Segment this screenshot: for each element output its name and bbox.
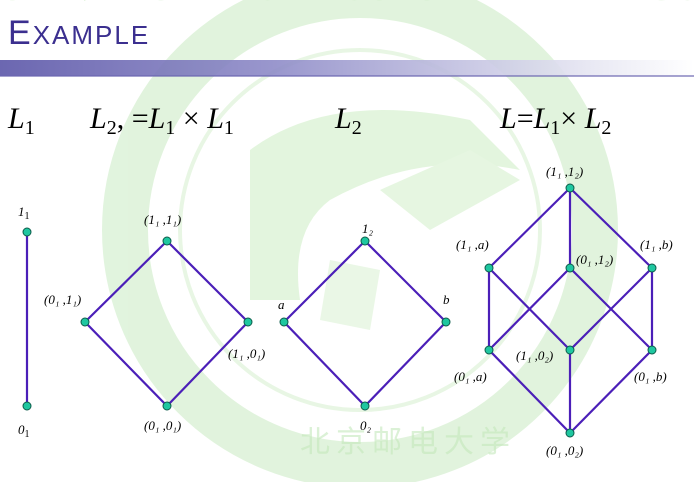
lattice-node bbox=[22, 401, 32, 411]
lattice-node bbox=[647, 345, 657, 355]
node-label: (1₁ ,1₁) bbox=[144, 212, 181, 227]
title-rule bbox=[0, 60, 694, 76]
header-l2-sub: 2 bbox=[352, 117, 362, 139]
lattice-node bbox=[279, 317, 289, 327]
header-product: L=L1× L2 bbox=[499, 102, 611, 139]
lattice-node bbox=[360, 401, 370, 411]
lattice-l1: 11 01 bbox=[18, 204, 32, 440]
lattice-edge bbox=[569, 187, 653, 269]
watermark-chinese: 北京邮电大学 bbox=[300, 425, 516, 460]
lattice-l2: 1₂ a b 0₂ bbox=[278, 221, 451, 433]
node-label: 0₂ bbox=[360, 418, 372, 433]
header-l1-sub: 1 bbox=[25, 117, 35, 139]
university-watermark bbox=[102, 0, 618, 482]
node-label: (0₁ ,b) bbox=[634, 369, 667, 384]
lattice-edge bbox=[488, 349, 571, 434]
lattice-node bbox=[441, 317, 451, 327]
lattice-node bbox=[22, 227, 32, 237]
header-l2-main: L bbox=[334, 102, 352, 135]
lattice-edge bbox=[84, 240, 168, 323]
header-l1: L1 bbox=[7, 102, 35, 139]
lattice-edge bbox=[166, 321, 249, 407]
lattice-edge bbox=[283, 321, 366, 407]
lattice-edge bbox=[569, 267, 653, 351]
lattice-edge bbox=[84, 321, 168, 407]
node-label: (1₁ ,b) bbox=[640, 237, 673, 252]
lattice-node bbox=[162, 236, 172, 246]
node-label: 11 bbox=[18, 204, 30, 222]
lattice-node bbox=[243, 317, 253, 327]
node-label: (1₁ ,a) bbox=[456, 237, 489, 252]
node-label: b bbox=[443, 292, 450, 307]
lattice-edge bbox=[569, 349, 653, 434]
header-l2: L2 bbox=[334, 102, 362, 139]
svg-text:L=L1× L2: L=L1× L2 bbox=[499, 102, 611, 139]
lattice-l2-prime: (1₁ ,1₁) (0₁ ,1₁) (1₁ ,0₁) (0₁ ,0₁) bbox=[44, 212, 265, 433]
lattice-node bbox=[484, 263, 494, 273]
header-l1-main: L bbox=[7, 102, 25, 135]
lattice-node bbox=[360, 236, 370, 246]
watermark-latin: UNIVERSITY OF POSTS AND TELECOMMUNICATIO… bbox=[0, 0, 694, 8]
lattice-node bbox=[565, 183, 575, 193]
node-label: (0₁ ,0₂) bbox=[546, 443, 583, 458]
node-label: (1₁ ,0₂) bbox=[516, 348, 553, 363]
lattice-node bbox=[80, 317, 90, 327]
node-label: (0₁ ,1₂) bbox=[576, 252, 613, 267]
lattice-node bbox=[565, 345, 575, 355]
svg-text:L2, =L1 × L1: L2, =L1 × L1 bbox=[89, 102, 234, 139]
lattice-edge bbox=[488, 267, 571, 351]
svg-text:L2: L2 bbox=[334, 102, 362, 139]
header-l2-prime: L2, =L1 × L1 bbox=[89, 102, 234, 139]
node-label: (0₁ ,1₁) bbox=[44, 292, 81, 307]
node-label: 1₂ bbox=[362, 221, 374, 236]
lattice-edge bbox=[283, 240, 366, 323]
lattice-edge bbox=[166, 240, 249, 323]
lattice-diagrams: 11 01 (1₁ ,1₁) (0₁ ,1₁) (1₁ ,0₁) (0₁ ,0₁) 1₂ a b… bbox=[18, 164, 673, 458]
lattice-node bbox=[162, 401, 172, 411]
node-label: (1₁ ,0₁) bbox=[228, 346, 265, 361]
title-rule-line bbox=[0, 75, 694, 77]
lattice-node bbox=[647, 263, 657, 273]
lattice-l: (1₁ ,1₂) (1₁ ,a) (0₁ ,1₂) (1₁ ,b) (0₁ ,a) (1₁… bbox=[454, 164, 673, 458]
lattice-node bbox=[484, 345, 494, 355]
lattice-edge bbox=[364, 240, 447, 323]
lattice-edge bbox=[488, 187, 571, 269]
lattice-edge bbox=[364, 321, 447, 407]
watermark-text: UNIVERSITY OF POSTS AND TELECOMMUNICATIO… bbox=[0, 0, 694, 460]
node-label: (1₁ ,1₂) bbox=[546, 164, 583, 179]
node-label: a bbox=[278, 297, 285, 312]
title-bar: EXAMPLE bbox=[0, 0, 694, 80]
lattice-node bbox=[565, 428, 575, 438]
svg-text:L1: L1 bbox=[7, 102, 35, 139]
node-label: (0₁ ,0₁) bbox=[144, 418, 181, 433]
slide-title: EXAMPLE bbox=[8, 14, 151, 52]
node-label: (0₁ ,a) bbox=[454, 369, 487, 384]
lattice-node bbox=[565, 263, 575, 273]
node-label: 01 bbox=[18, 422, 30, 440]
